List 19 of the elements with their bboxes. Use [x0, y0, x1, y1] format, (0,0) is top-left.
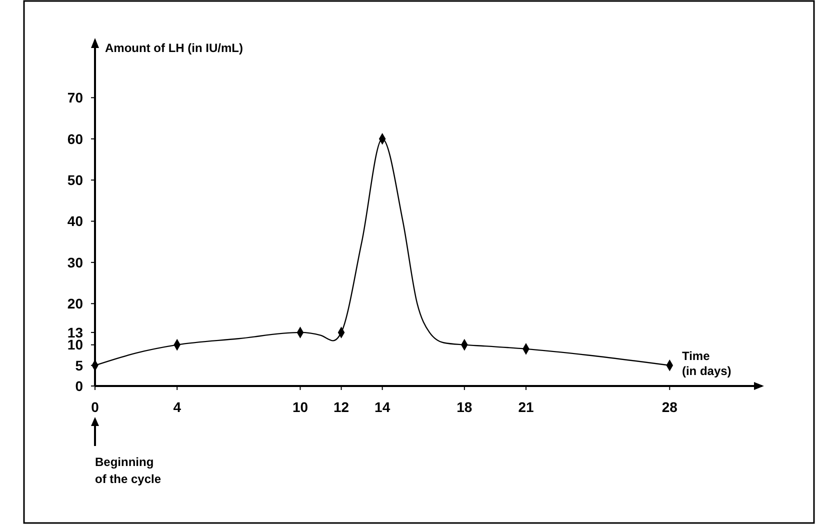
x-tick-label: 28 [662, 399, 678, 415]
y-tick-label: 20 [67, 296, 84, 312]
x-tick-label: 0 [91, 399, 100, 415]
text: Beginning of the cycle [95, 455, 162, 486]
x-tick-label: 4 [173, 399, 182, 415]
y-tick-label: 70 [67, 90, 84, 106]
x-tick-label: 18 [456, 399, 472, 415]
y-axis-title: Amount of LH (in IU/mL) [105, 41, 243, 55]
y-tick-label: 50 [67, 172, 84, 188]
x-axis-title: Time (in days) [682, 349, 732, 378]
y-tick-label: 0 [75, 378, 84, 394]
y-tick-label: 40 [67, 213, 84, 230]
x-tick-label: 10 [292, 399, 308, 415]
x-tick-label: 14 [374, 399, 390, 415]
x-tick-label: 21 [518, 399, 534, 415]
y-tick-label: 30 [67, 254, 84, 270]
x-tick-label: 12 [333, 399, 350, 415]
y-tick-label: 5 [75, 357, 84, 374]
y-tick-label: 60 [67, 130, 84, 147]
